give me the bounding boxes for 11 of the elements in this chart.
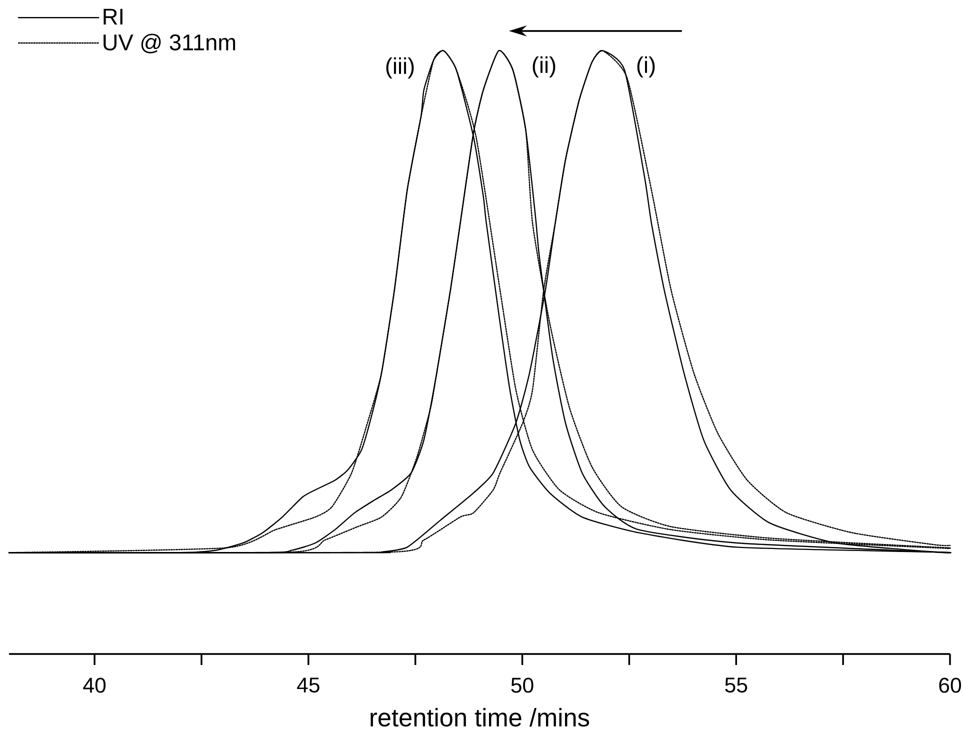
x-tick-label: 45 bbox=[297, 678, 320, 693]
x-tick-label: 50 bbox=[511, 678, 534, 693]
annotation: (iii) bbox=[386, 57, 414, 79]
x-tick-label: 55 bbox=[725, 678, 748, 693]
annotation: (ii) bbox=[532, 56, 556, 78]
legend-label: UV @ 311nm bbox=[104, 34, 236, 54]
legend-label: RI bbox=[104, 8, 122, 24]
x-axis-title: retention time /mins bbox=[370, 708, 590, 727]
annotation: (i) bbox=[637, 56, 655, 78]
x-tick-label: 40 bbox=[83, 678, 106, 693]
x-tick-label: 60 bbox=[939, 678, 962, 693]
